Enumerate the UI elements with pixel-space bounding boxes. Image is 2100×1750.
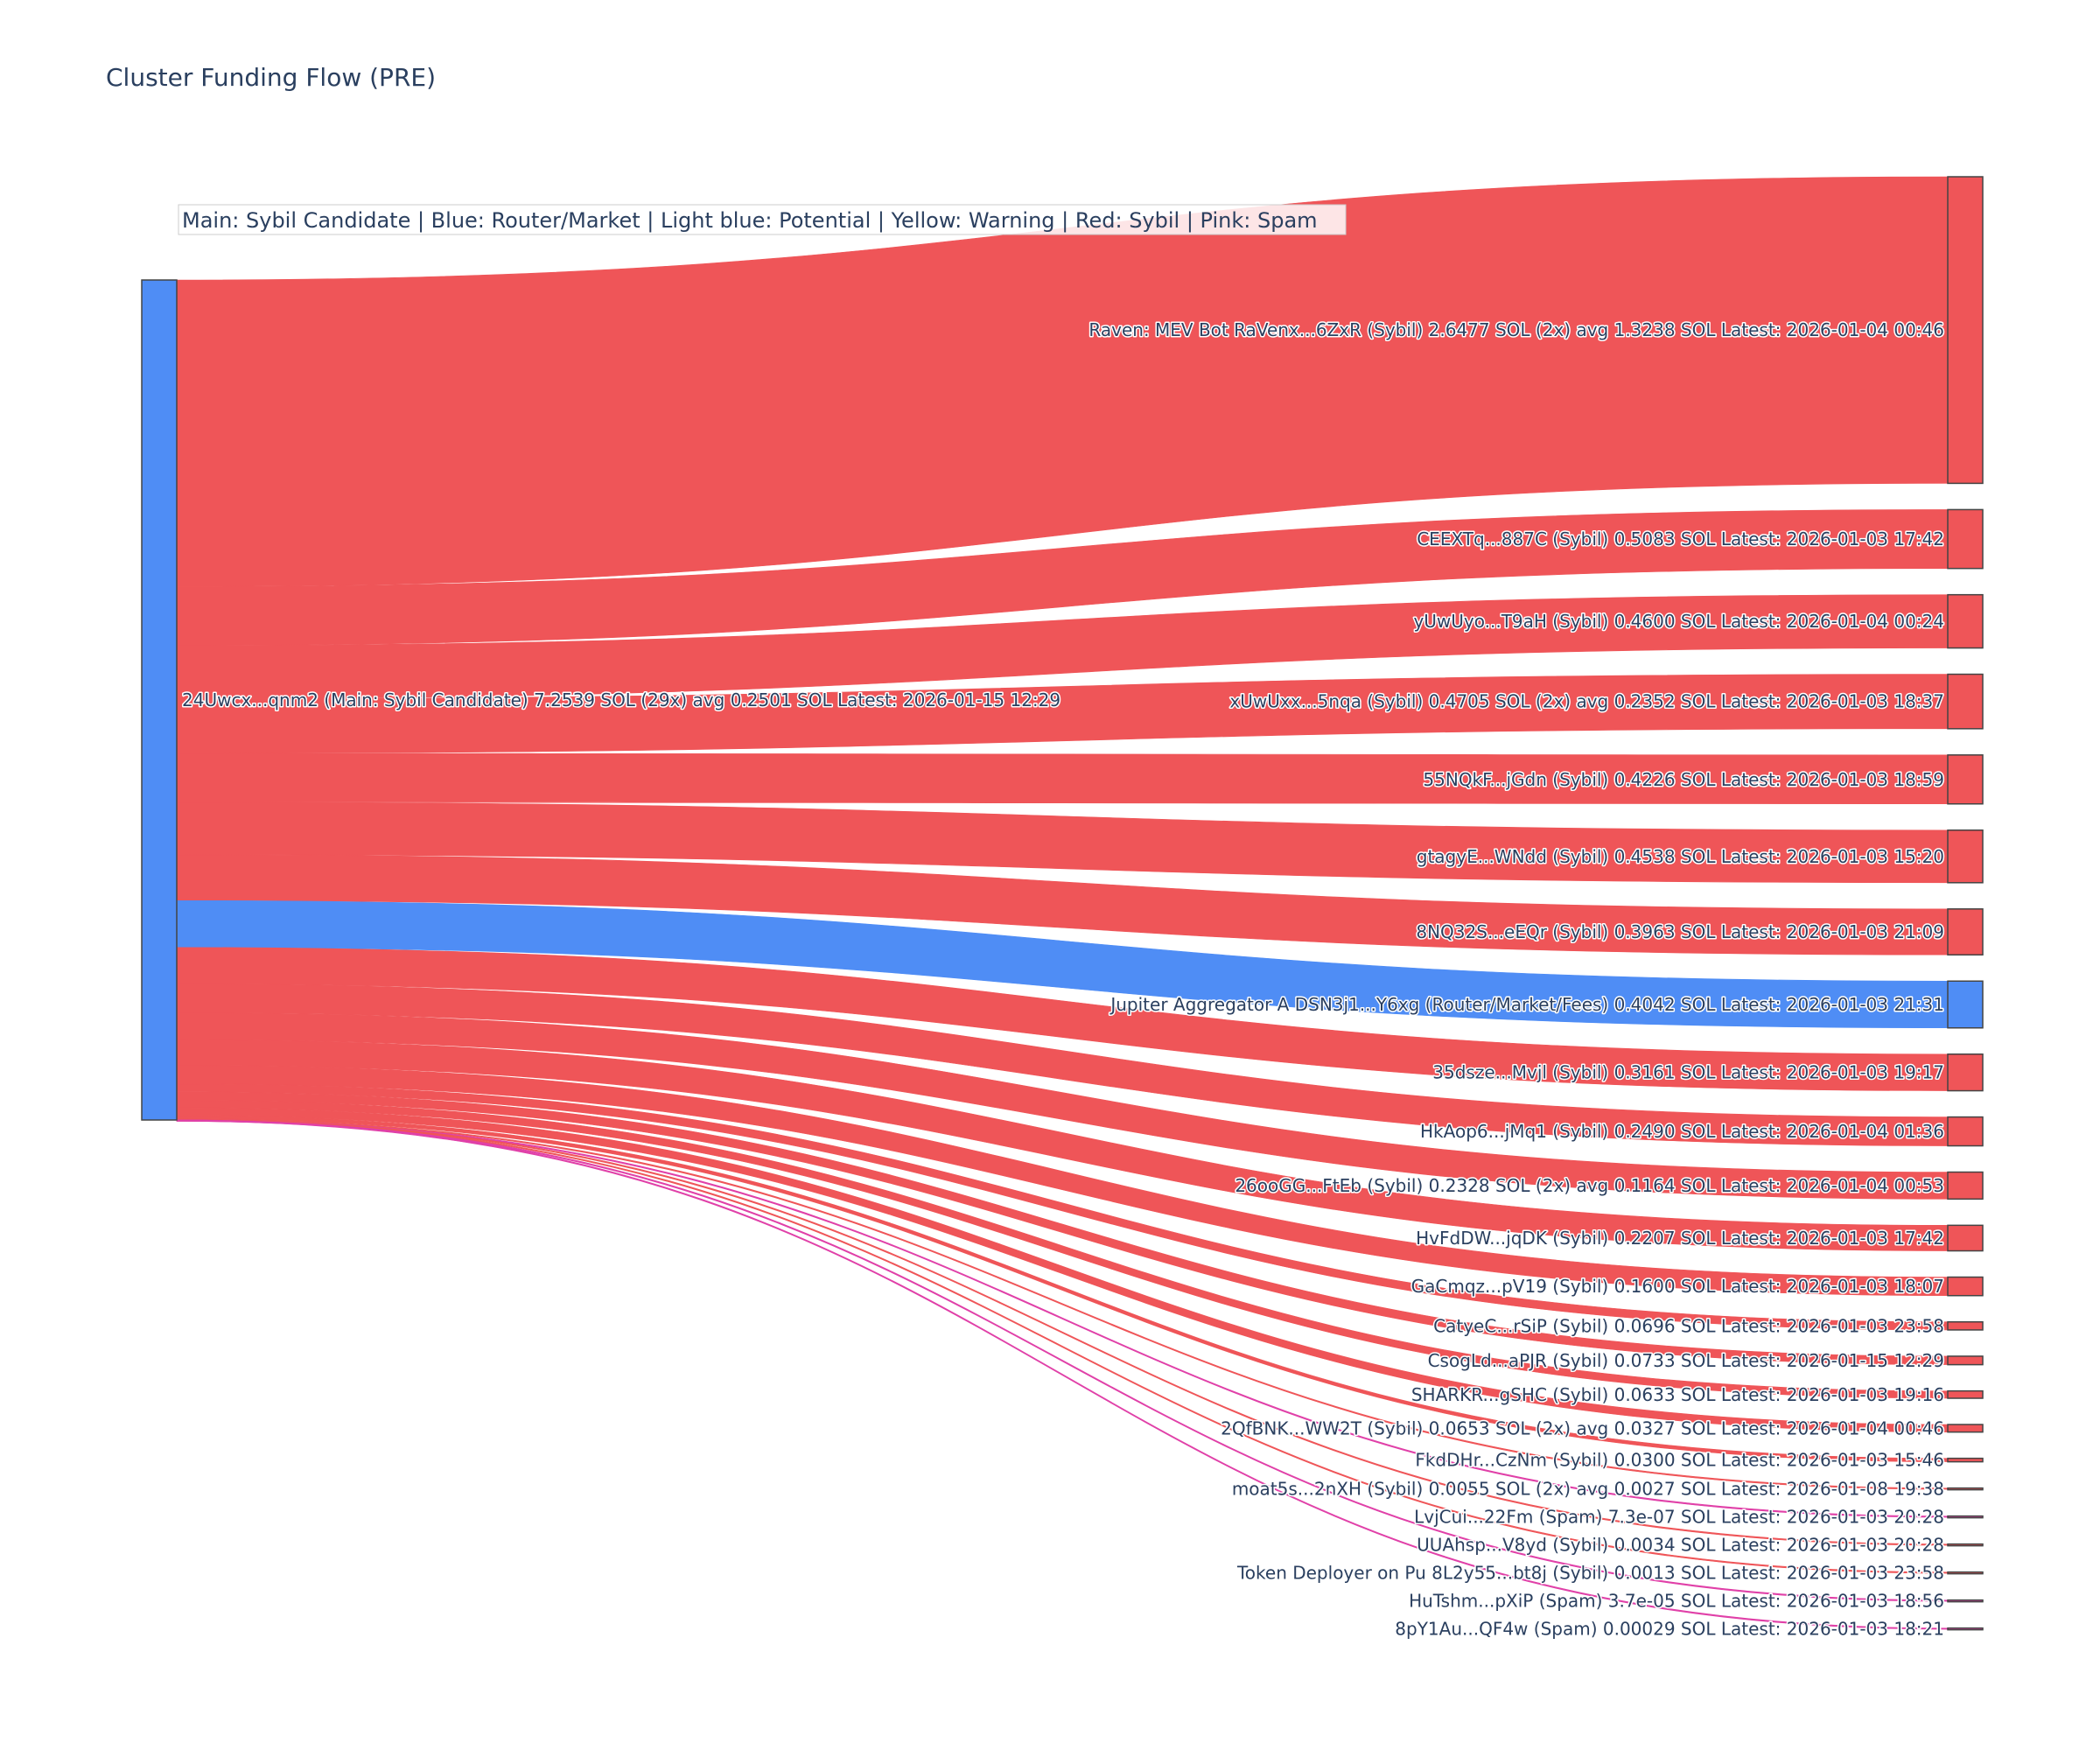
target-node-label-22: Token Deployer on Pu 8L2y55...bt8j (Sybi… [1236,1563,1944,1584]
target-node-label-13: GaCmqz...pV19 (Sybil) 0.1600 SOL Latest:… [1411,1276,1944,1297]
target-node-18[interactable] [1947,1457,1984,1463]
target-node-label-14: CatyeC...rSiP (Sybil) 0.0696 SOL Latest:… [1433,1315,1944,1336]
target-node-label-7: 8NQ32S...eEQr (Sybil) 0.3963 SOL Latest:… [1416,921,1944,942]
links-layer [176,176,1949,1630]
target-node-label-3: yUwUyo...T9aH (Sybil) 0.4600 SOL Latest:… [1413,611,1944,632]
target-node-label-2: CEEXTq...887C (Sybil) 0.5083 SOL Latest:… [1417,528,1944,550]
target-node-label-20: LvjCui...22Fm (Spam) 7.3e-07 SOL Latest:… [1414,1507,1944,1528]
target-node-2[interactable] [1947,508,1984,570]
target-node-4[interactable] [1947,673,1984,730]
target-node-label-9: 35dsze...Mvjl (Sybil) 0.3161 SOL Latest:… [1432,1062,1944,1083]
target-node-7[interactable] [1947,908,1984,956]
target-node-label-4: xUwUxx...5nqa (Sybil) 0.4705 SOL (2x) av… [1229,691,1944,712]
nodes-layer [141,176,1984,1631]
legend-box: Main: Sybil Candidate | Blue: Router/Mar… [178,204,1347,235]
target-node-3[interactable] [1947,593,1984,649]
target-node-10[interactable] [1947,1116,1984,1147]
target-node-19[interactable] [1947,1487,1984,1491]
target-node-label-23: HuTshm...pXiP (Spam) 3.7e-05 SOL Latest:… [1409,1591,1944,1612]
target-node-9[interactable] [1947,1053,1984,1092]
target-node-16[interactable] [1947,1390,1984,1399]
labels-layer: 24Uwcx...qnm2 (Main: Sybil Candidate) 7.… [181,318,1946,1641]
chart-title: Cluster Funding Flow (PRE) [106,63,437,92]
target-node-label-5: 55NQkF...jGdn (Sybil) 0.4226 SOL Latest:… [1423,769,1944,790]
target-node-label-24: 8pY1Au...QF4w (Spam) 0.00029 SOL Latest:… [1395,1619,1944,1640]
target-node-12[interactable] [1947,1224,1984,1252]
target-node-13[interactable] [1947,1276,1984,1297]
source-node[interactable] [141,279,178,1121]
legend-background [178,204,1347,235]
target-node-11[interactable] [1947,1171,1984,1200]
target-node-5[interactable] [1947,754,1984,805]
target-node-label-1: Raven: MEV Bot RaVenx...6ZxR (Sybil) 2.6… [1088,319,1944,340]
target-node-17[interactable] [1947,1424,1984,1433]
target-node-8[interactable] [1947,980,1984,1029]
target-node-label-10: HkAop6...jMq1 (Sybil) 0.2490 SOL Latest:… [1420,1121,1944,1142]
target-node-label-15: CsogLd...aPJR (Sybil) 0.0733 SOL Latest:… [1428,1350,1944,1371]
target-node-label-19: moat5s...2nXH (Sybil) 0.0055 SOL (2x) av… [1232,1479,1944,1500]
target-node-20[interactable] [1947,1515,1984,1519]
target-node-label-16: SHARKR...gSHC (Sybil) 0.0633 SOL Latest:… [1411,1384,1944,1405]
legend-text: Main: Sybil Candidate | Blue: Router/Mar… [182,208,1318,233]
target-node-label-6: gtagyE...WNdd (Sybil) 0.4538 SOL Latest:… [1417,846,1944,867]
target-node-15[interactable] [1947,1355,1984,1366]
target-node-6[interactable] [1947,829,1984,884]
target-node-label-17: 2QfBNK...WW2T (Sybil) 0.0653 SOL (2x) av… [1221,1418,1944,1438]
target-node-label-8: Jupiter Aggregator A DSN3j1...Y6xg (Rout… [1109,994,1944,1015]
target-node-1[interactable] [1947,176,1984,485]
target-node-14[interactable] [1947,1320,1984,1331]
source-node-label: 24Uwcx...qnm2 (Main: Sybil Candidate) 7.… [182,690,1060,710]
target-node-label-21: UUAhsp...V8yd (Sybil) 0.0034 SOL Latest:… [1417,1535,1944,1556]
target-node-label-12: HvFdDW...jqDK (Sybil) 0.2207 SOL Latest:… [1416,1228,1944,1249]
target-node-label-11: 26ooGG...FtEb (Sybil) 0.2328 SOL (2x) av… [1235,1175,1944,1196]
target-node-21[interactable] [1947,1543,1984,1547]
target-node-23[interactable] [1947,1599,1984,1603]
target-node-label-18: FkdDHr...CzNm (Sybil) 0.0300 SOL Latest:… [1415,1450,1944,1471]
target-node-22[interactable] [1947,1571,1984,1575]
target-node-24[interactable] [1947,1627,1984,1631]
